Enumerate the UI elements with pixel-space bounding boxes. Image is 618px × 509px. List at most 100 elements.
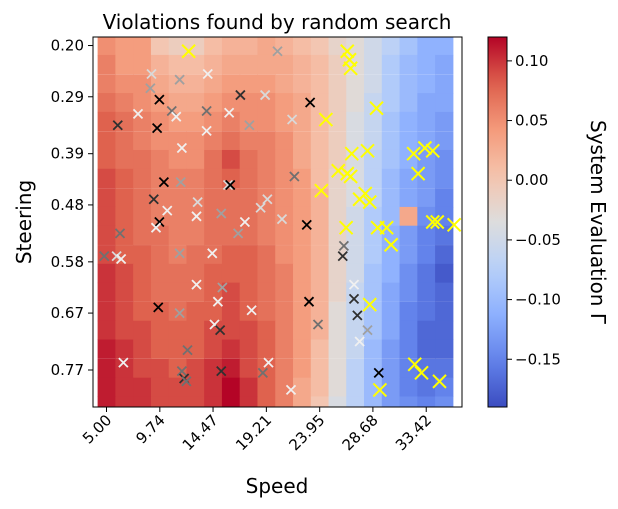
plot-frame (92, 36, 463, 408)
heatmap-cell (133, 358, 152, 379)
heatmap-cell (97, 131, 116, 151)
heatmap-cell (168, 74, 187, 94)
heatmap-cell (275, 37, 294, 56)
heatmap-cell (257, 168, 276, 189)
heatmap-cell (239, 74, 258, 94)
violation-marker (414, 365, 429, 381)
violation-marker (362, 297, 377, 312)
heatmap-cell (221, 320, 241, 341)
heatmap-cell (186, 54, 205, 75)
heatmap-cell (168, 225, 187, 245)
violation-marker (425, 143, 440, 159)
heatmap-cell (310, 282, 330, 302)
violation-marker (182, 344, 193, 356)
heatmap-cell (133, 396, 152, 408)
heatmap-cell (115, 358, 134, 379)
heatmap-cell (328, 93, 347, 113)
violation-marker (432, 374, 447, 389)
heatmap-cell (168, 396, 187, 408)
heatmap-cell (133, 168, 152, 189)
heatmap-cell (221, 282, 241, 302)
heatmap-cell (204, 149, 223, 170)
heatmap-cell (417, 396, 436, 408)
heatmap-cell (115, 131, 134, 151)
heatmap-cell (346, 131, 365, 151)
heatmap-cell (221, 263, 241, 284)
heatmap-cell (310, 111, 330, 132)
heatmap-cell (328, 37, 347, 56)
heatmap-cell (239, 131, 258, 151)
heatmap-cell (364, 377, 383, 397)
heatmap-cell (399, 168, 418, 189)
heatmap-cell (97, 320, 116, 341)
heatmap-cell (381, 37, 401, 56)
violation-marker (239, 216, 251, 228)
heatmap-cell (204, 377, 223, 397)
heatmap-cell (275, 131, 294, 151)
heatmap-cell (257, 206, 276, 227)
heatmap-cell (204, 320, 223, 341)
heatmap-cell (399, 245, 418, 265)
heatmap-cell (150, 149, 170, 170)
violation-marker (192, 196, 203, 208)
violation-marker (262, 194, 273, 205)
heatmap-cell (293, 358, 312, 379)
heatmap-cell (310, 37, 330, 56)
heatmap-cell (150, 206, 170, 227)
violation-marker (348, 279, 360, 290)
x-tick-label: 28.68 (339, 411, 382, 454)
heatmap-cell (346, 149, 365, 170)
heatmap-cell (435, 54, 454, 75)
heatmap-cell (168, 206, 187, 227)
heatmap-cell (186, 225, 205, 245)
heatmap-cell (97, 93, 116, 113)
violation-marker (301, 219, 312, 230)
heatmap-cell (239, 339, 258, 359)
heatmap-cell (150, 74, 170, 94)
violation-marker (223, 107, 235, 118)
heatmap-cell (221, 111, 241, 132)
heatmap-cell (221, 358, 241, 379)
heatmap-cell (115, 206, 134, 227)
heatmap-cell (133, 149, 152, 170)
heatmap-cell (221, 245, 241, 265)
heatmap-cell (364, 245, 383, 265)
heatmap-cell (417, 245, 436, 265)
violation-marker (425, 214, 440, 230)
violation-marker (232, 228, 244, 239)
heatmap-cell (115, 339, 134, 359)
heatmap-cell (168, 54, 187, 75)
heatmap-cell (417, 225, 436, 245)
heatmap-cell (97, 188, 116, 208)
violation-marker (201, 105, 212, 117)
heatmap-cell (168, 282, 187, 302)
heatmap-cell (186, 396, 205, 408)
heatmap-cell (275, 396, 294, 408)
heatmap-cell (97, 301, 116, 322)
heatmap-cell (239, 54, 258, 75)
heatmap-cell (364, 168, 383, 189)
heatmap-cell (97, 282, 116, 302)
heatmap-cell (239, 377, 258, 397)
heatmap-cell (115, 111, 134, 132)
x-tick-label: 23.95 (285, 411, 328, 454)
heatmap-cell (435, 168, 454, 189)
heatmap-cell (328, 263, 347, 284)
violation-marker (212, 296, 224, 307)
heatmap-cell (417, 93, 436, 113)
violation-marker (446, 217, 462, 233)
heatmap-cell (328, 188, 347, 208)
heatmap-cell (346, 74, 365, 94)
violation-marker (286, 114, 298, 125)
heatmap-cell (381, 188, 401, 208)
heatmap-cell (293, 245, 312, 265)
violation-marker (244, 120, 255, 131)
heatmap-cell (133, 245, 152, 265)
heatmap-cell (364, 149, 383, 170)
y-tick-label: 0.77 (51, 361, 84, 379)
heatmap-cell (150, 37, 170, 56)
heatmap-cell (150, 131, 170, 151)
heatmap-cell (186, 168, 205, 189)
heatmap-cell (346, 188, 365, 208)
heatmap-cell (399, 74, 418, 94)
